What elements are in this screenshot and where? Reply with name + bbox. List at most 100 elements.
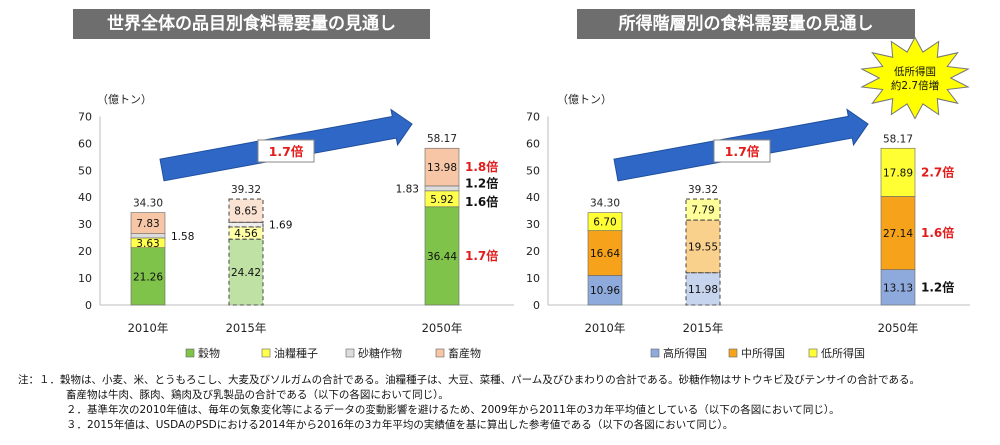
left-y-tick-label: 0	[85, 299, 92, 312]
right-legend-swatch	[808, 348, 818, 358]
left-multiplier-label: 1.7倍	[465, 248, 498, 263]
callout-starburst	[860, 36, 970, 120]
left-chart-title: 世界全体の品目別食料需要量の見通し	[73, 9, 430, 39]
right-legend-label: 高所得国	[663, 346, 707, 360]
left-y-unit: （億トン）	[97, 93, 152, 106]
right-bar-total-label: 34.30	[590, 198, 620, 210]
right-seg-label: 27.14	[883, 228, 913, 240]
right-seg-label: 13.13	[883, 282, 913, 294]
right-seg-label: 6.70	[593, 217, 616, 229]
right-y-tick-label: 40	[526, 191, 540, 204]
left-multiplier-label: 1.6倍	[465, 194, 498, 209]
right-chart-title: 所得階層別の食料需要量の見通し	[577, 9, 915, 39]
footnote-1-cont: 畜産物は牛肉、豚肉、鶏肉及び乳製品の合計である（以下の各図において同じ）。	[66, 389, 449, 401]
left-y-tick-label: 50	[78, 164, 92, 177]
right-multiplier-label: 1.2倍	[921, 279, 954, 294]
right-legend-label: 低所得国	[821, 347, 865, 360]
left-bar-3-seg-3	[424, 185, 460, 192]
left-legend-swatch	[435, 348, 445, 358]
right-y-tick-label: 20	[526, 245, 540, 258]
left-bar-3-seg-1	[424, 206, 460, 306]
left-seg-label: 5.92	[430, 194, 453, 206]
left-seg-label: 7.83	[136, 218, 159, 230]
left-seg-label: 1.69	[269, 220, 292, 232]
right-y-tick-label: 10	[526, 272, 540, 285]
right-bar-3-seg-3	[880, 147, 916, 197]
left-bar-3-seg-4	[424, 147, 460, 187]
right-y-unit: （億トン）	[557, 93, 612, 106]
left-x-tick-label: 2050年	[422, 321, 463, 335]
right-bar-total-label: 39.32	[688, 184, 718, 196]
right-bar-3-seg-2	[880, 196, 916, 270]
left-seg-label: 36.44	[427, 251, 457, 263]
left-y-tick-label: 40	[78, 191, 92, 204]
right-bar-3-seg-1	[880, 269, 916, 306]
right-bar-2-seg-1	[685, 272, 721, 306]
left-bar-total-label: 58.17	[427, 133, 457, 145]
right-seg-label: 11.98	[688, 284, 718, 296]
left-y-tick-label: 60	[78, 137, 92, 150]
left-bar-2-seg-4	[228, 198, 264, 223]
right-seg-label: 17.89	[883, 167, 913, 179]
right-x-tick-label: 2015年	[683, 321, 724, 335]
left-multiplier-label: 1.8倍	[465, 159, 498, 174]
left-legend-label: 砂糖作物	[358, 346, 402, 360]
right-growth-label-box	[713, 139, 771, 163]
left-y-tick-label: 20	[78, 245, 92, 258]
left-bar-2-seg-3	[228, 221, 264, 228]
right-bar-total-label: 58.17	[883, 133, 913, 145]
footnote-2: ２．基準年次の2010年値は、毎年の気象変化等によるデータの変動影響を避けるため…	[66, 404, 840, 416]
right-y-tick-label: 0	[533, 299, 540, 312]
right-bar-2-seg-2	[685, 219, 721, 274]
right-bar-1-seg-3	[587, 212, 623, 231]
left-seg-label: 24.42	[231, 267, 261, 279]
callout-line-1: 低所得国	[894, 65, 936, 78]
left-seg-label: 13.98	[427, 162, 457, 174]
right-bar-1-seg-1	[587, 275, 623, 306]
right-multiplier-label: 1.6倍	[921, 225, 954, 240]
left-y-tick-label: 70	[78, 110, 92, 123]
left-bar-1-seg-4	[130, 212, 166, 234]
left-growth-label: 1.7倍	[269, 144, 304, 159]
right-y-tick-label: 50	[526, 164, 540, 177]
footnote-1: 注：１．穀物は、小麦、米、とうもろこし、大麦及びソルガムの合計である。油糧種子は…	[18, 374, 921, 386]
right-y-tick-label: 60	[526, 137, 540, 150]
right-multiplier-label: 2.7倍	[921, 164, 954, 179]
left-seg-label: 8.65	[234, 206, 257, 218]
left-multiplier-label: 1.2倍	[465, 175, 498, 190]
right-bar-1-seg-2	[587, 230, 623, 276]
left-seg-label: 1.58	[171, 231, 194, 243]
right-legend-swatch	[650, 348, 660, 358]
right-bar-2-seg-3	[685, 198, 721, 221]
left-x-tick-label: 2010年	[128, 321, 169, 335]
left-legend-label: 油糧種子	[274, 346, 318, 360]
charts-canvas: （億トン） 0 10 20 30 40 50 60 70 21.26 3.63 1.58 7.83 34.…	[78, 36, 970, 360]
left-y-tick-label: 10	[78, 272, 92, 285]
left-x-tick-label: 2015年	[226, 321, 267, 335]
right-seg-label: 16.64	[590, 248, 620, 260]
right-legend-swatch	[728, 348, 738, 358]
right-seg-label: 10.96	[590, 285, 620, 297]
right-growth-label: 1.7倍	[725, 144, 760, 159]
right-seg-label: 19.55	[688, 241, 718, 253]
left-legend-label: 畜産物	[448, 346, 481, 360]
left-seg-label: 21.26	[133, 271, 163, 283]
left-bar-total-label: 34.30	[133, 198, 163, 210]
left-legend-swatch	[261, 348, 271, 358]
callout-line-2: 約2.7倍増	[891, 79, 939, 92]
right-y-tick-label: 70	[526, 110, 540, 123]
left-bar-2-seg-1	[228, 238, 264, 306]
left-seg-label: 3.63	[136, 238, 159, 250]
footnote-3: ３．2015年値は、USDAのPSDにおける2014年から2016年の3カ年平均…	[66, 419, 734, 431]
left-legend-swatch	[345, 348, 355, 358]
footnotes: 注：１．穀物は、小麦、米、とうもろこし、大麦及びソルガムの合計である。油糧種子は…	[18, 373, 993, 433]
left-seg-label: 4.56	[234, 228, 258, 240]
right-x-tick-label: 2010年	[585, 321, 626, 335]
left-y-tick-label: 30	[78, 218, 92, 231]
left-bar-1-seg-1	[130, 247, 166, 306]
left-legend-swatch	[185, 348, 195, 358]
right-legend-label: 中所得国	[741, 347, 785, 360]
left-seg-label: 1.83	[396, 183, 419, 195]
right-x-tick-label: 2050年	[878, 321, 919, 335]
right-seg-label: 7.79	[691, 205, 714, 217]
